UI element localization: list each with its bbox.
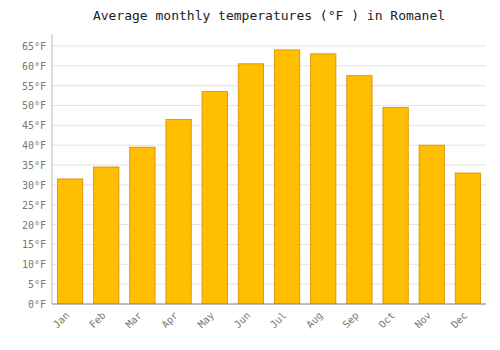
x-tick-label: Jan (51, 310, 72, 331)
bar (202, 92, 227, 304)
chart-svg: Average monthly temperatures (°F ) in Ro… (0, 0, 500, 350)
grid-line (52, 125, 486, 126)
y-tick-label: 15°F (22, 239, 46, 250)
bar (419, 145, 444, 304)
y-tick-label: 40°F (22, 140, 46, 151)
grid-line (52, 65, 486, 66)
y-tick-label: 25°F (22, 200, 46, 211)
bar (311, 54, 336, 304)
chart-container: Average monthly temperatures (°F ) in Ro… (0, 0, 500, 350)
bar (94, 167, 119, 304)
grid-line (52, 105, 486, 106)
bar (57, 179, 82, 304)
grid-line (52, 85, 486, 86)
x-axis-line (52, 304, 486, 305)
grid-line (52, 304, 486, 305)
x-tick-label: Jun (232, 310, 253, 331)
y-tick-label: 35°F (22, 160, 46, 171)
bar (274, 50, 299, 304)
chart-title: Average monthly temperatures (°F ) in Ro… (93, 8, 445, 23)
y-tick-label: 60°F (22, 61, 46, 72)
x-tick-label: Dec (449, 310, 470, 331)
bar (383, 107, 408, 304)
x-tick-label: Aug (304, 310, 325, 331)
y-tick-label: 65°F (22, 41, 46, 52)
x-tick-label: Oct (376, 310, 397, 331)
y-tick-label: 45°F (22, 120, 46, 131)
x-tick-label: Mar (123, 310, 144, 331)
grid (52, 46, 486, 304)
bar (347, 76, 372, 304)
x-tick-label: Feb (87, 310, 108, 331)
y-tick-label: 30°F (22, 180, 46, 191)
bars (57, 50, 480, 304)
bar (166, 119, 191, 304)
x-tick-label: Sep (340, 310, 361, 331)
y-tick-label: 10°F (22, 259, 46, 270)
bar (130, 147, 155, 304)
bar (238, 64, 263, 304)
y-tick-label: 5°F (28, 279, 46, 290)
y-tick-label: 20°F (22, 220, 46, 231)
x-tick-label: May (196, 310, 217, 331)
y-tick-label: 55°F (22, 81, 46, 92)
x-tick-label: Nov (413, 310, 434, 331)
x-tick-label: Jul (268, 310, 289, 331)
grid-line (52, 45, 486, 46)
x-tick-label: Apr (159, 310, 180, 331)
y-tick-label: 0°F (28, 299, 46, 310)
y-axis-line (52, 34, 53, 304)
bar (455, 173, 480, 304)
y-tick-label: 50°F (22, 100, 46, 111)
